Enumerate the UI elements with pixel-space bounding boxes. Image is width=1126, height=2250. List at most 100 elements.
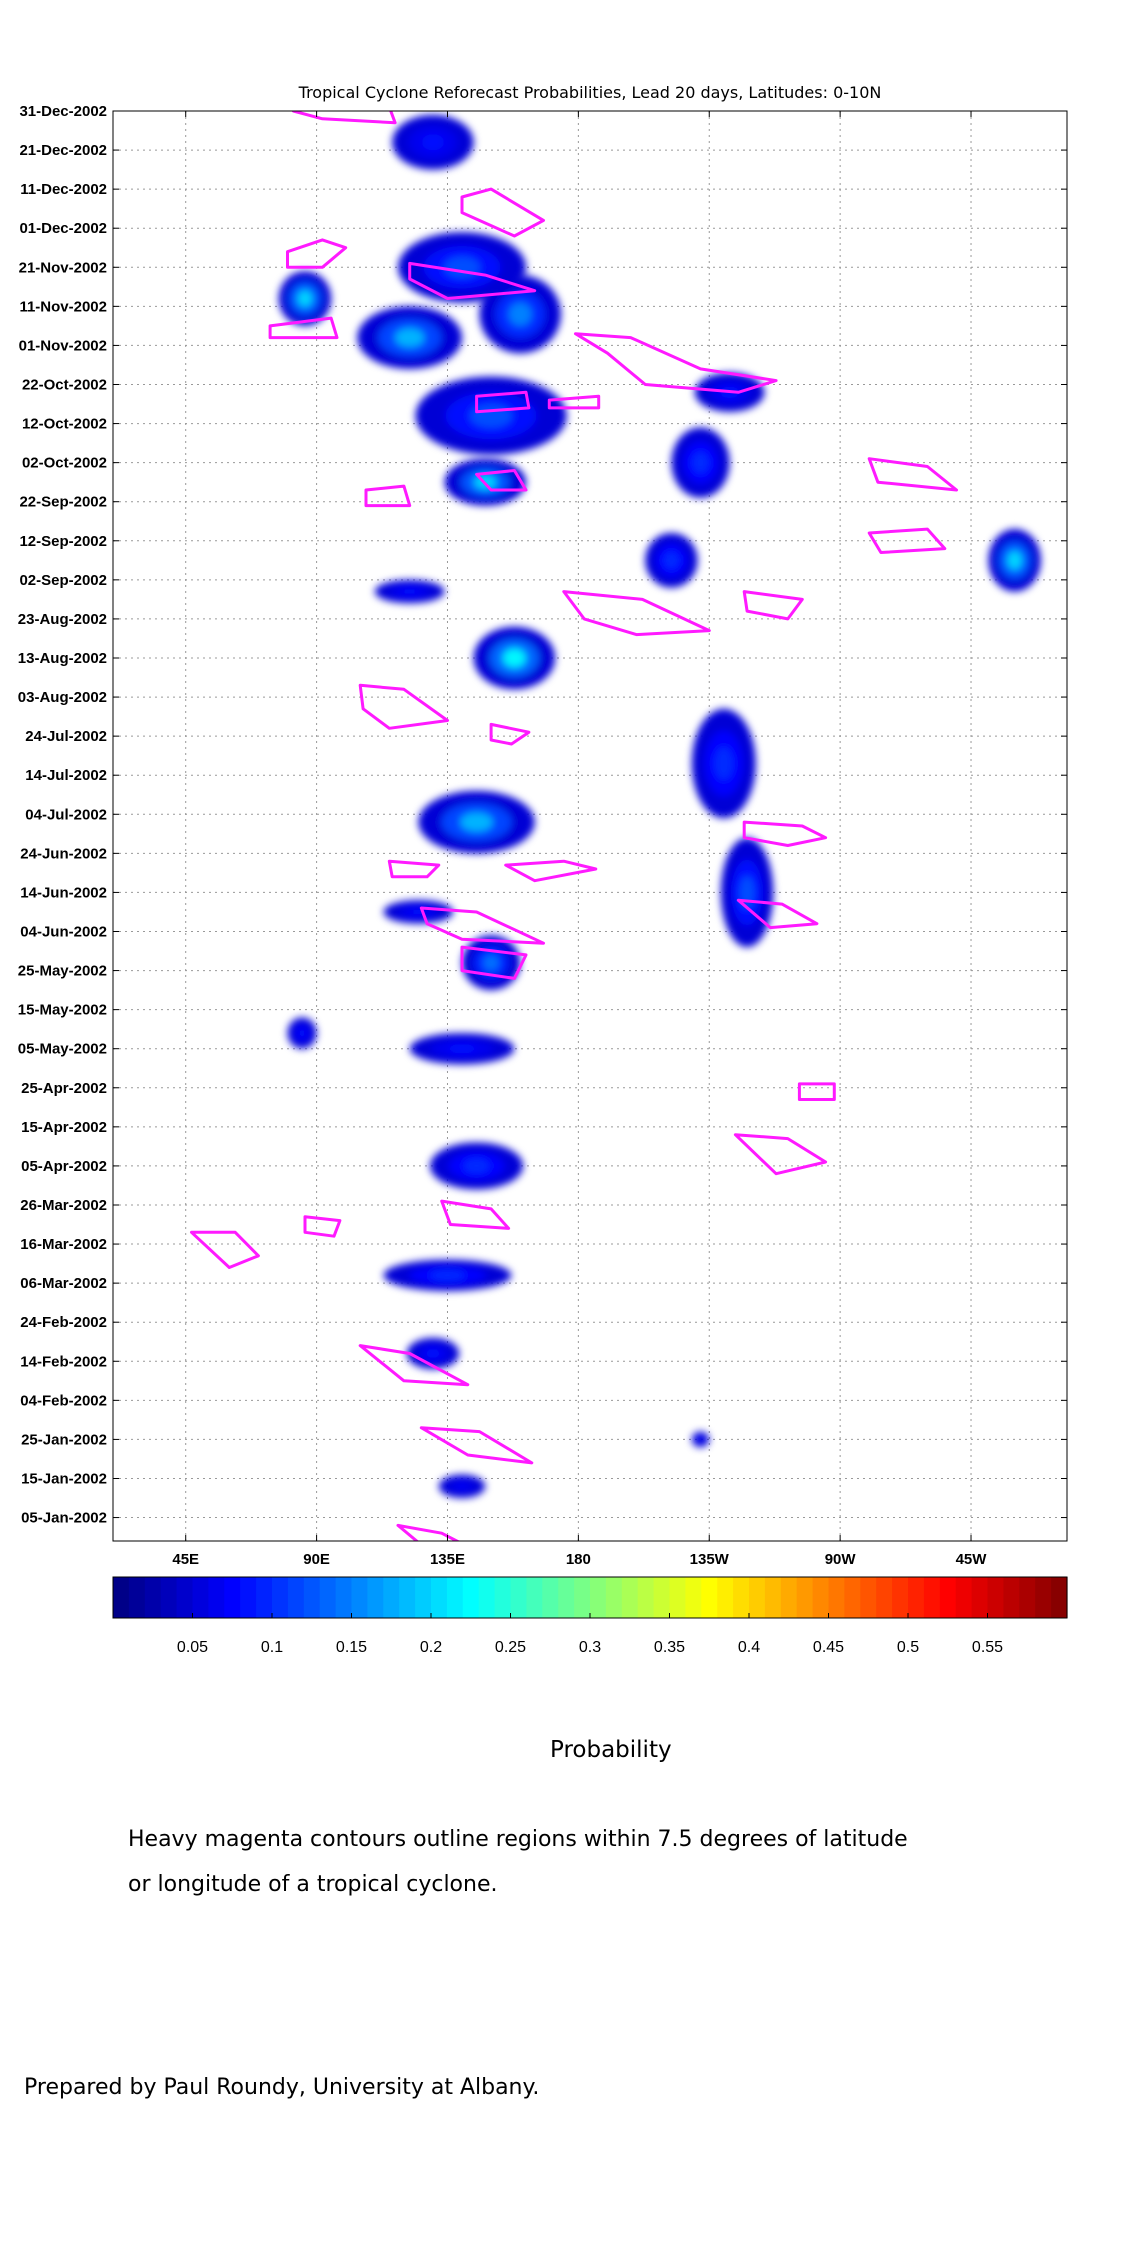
- colorbar-swatch: [494, 1577, 512, 1618]
- colorbar-swatch: [828, 1577, 845, 1618]
- cyclone-contour: [867, 527, 947, 554]
- cyclone-contour: [460, 945, 528, 980]
- x-tick-label: 135E: [430, 1551, 465, 1568]
- colorbar-title: Probability: [550, 1737, 672, 1763]
- colorbar-swatch: [462, 1577, 480, 1618]
- colorbar-swatch: [701, 1577, 718, 1618]
- colorbar-swatch: [399, 1577, 416, 1618]
- colorbar-swatch: [144, 1577, 162, 1618]
- cyclone-contour: [562, 590, 711, 637]
- probability-region: [374, 579, 445, 604]
- x-tick-label: 45W: [956, 1551, 988, 1568]
- y-axis: 31-Dec-2002 21-Dec-2002 11-Dec-2002 01-Dec-…: [18, 103, 1067, 1527]
- colorbar-swatch: [780, 1577, 798, 1618]
- y-tick-label: 14-Jun-2002: [20, 884, 107, 901]
- cyclone-contour: [364, 484, 412, 508]
- colorbar-swatch: [876, 1577, 893, 1618]
- y-tick-label: 04-Feb-2002: [20, 1392, 107, 1409]
- probability-region: [988, 529, 1041, 592]
- cyclone-contour: [504, 859, 598, 883]
- y-tick-label: 01-Dec-2002: [19, 220, 107, 237]
- colorbar-tick-label: 0.15: [336, 1639, 367, 1656]
- cyclone-contour: [736, 898, 819, 930]
- colorbar-swatch: [574, 1577, 591, 1618]
- cyclone-contour: [303, 1215, 342, 1238]
- y-tick-label: 24-Feb-2002: [20, 1314, 107, 1331]
- colorbar-swatch: [796, 1577, 814, 1618]
- cyclone-contour: [358, 1344, 470, 1387]
- colorbar-swatch: [860, 1577, 877, 1618]
- colorbar-tick-label: 0.05: [177, 1639, 208, 1656]
- probability-region: [392, 114, 474, 170]
- plot-area: 31-Dec-2002 21-Dec-2002 11-Dec-2002 01-Dec-…: [18, 103, 1068, 1568]
- x-tick-label: 90E: [303, 1551, 330, 1568]
- cyclone-contour: [440, 1199, 511, 1230]
- y-tick-label: 22-Oct-2002: [22, 376, 107, 393]
- colorbar-swatch: [510, 1577, 527, 1618]
- y-tick-label: 12-Oct-2002: [22, 416, 107, 433]
- colorbar-swatch: [526, 1577, 543, 1618]
- probability-region: [691, 708, 756, 819]
- cyclone-contour: [286, 238, 348, 269]
- cyclone-contour: [268, 316, 339, 340]
- colorbar-swatch: [446, 1577, 464, 1618]
- probability-region: [645, 532, 698, 588]
- y-tick-label: 04-Jul-2002: [25, 806, 107, 823]
- cyclone-contour: [396, 1523, 461, 1541]
- colorbar-swatch: [669, 1577, 686, 1618]
- cyclone-contour: [489, 722, 531, 746]
- probability-region: [438, 1474, 486, 1499]
- colorbar-swatch: [685, 1577, 702, 1618]
- cyclone-contour: [190, 1230, 260, 1269]
- colorbar: 0.05 0.1 0.15 0.2 0.25 0.3 0.35 0.4 0.45 0.5 0.55: [112, 1576, 1068, 1656]
- y-tick-label: 25-Apr-2002: [21, 1080, 107, 1097]
- y-tick-label: 11-Dec-2002: [20, 181, 107, 198]
- colorbar-swatch: [733, 1577, 750, 1618]
- probability-region: [278, 271, 332, 326]
- colorbar-swatch: [812, 1577, 830, 1618]
- colorbar-swatch: [621, 1577, 639, 1618]
- colorbar-tick-label: 0.5: [897, 1639, 919, 1656]
- colorbar-swatch: [1035, 1577, 1052, 1618]
- cyclone-contours: [190, 111, 958, 1541]
- colorbar-swatch: [287, 1577, 305, 1618]
- y-tick-label: 11-Nov-2002: [19, 298, 107, 315]
- colorbar-swatch: [923, 1577, 941, 1618]
- cyclone-contour: [867, 457, 958, 492]
- probability-region: [406, 1337, 460, 1370]
- probability-region: [383, 1259, 512, 1291]
- probability-region: [357, 306, 463, 369]
- probability-region: [671, 427, 730, 498]
- colorbar-swatch: [892, 1577, 909, 1618]
- y-tick-label: 01-Nov-2002: [19, 337, 107, 354]
- colorbar-swatch: [415, 1577, 432, 1618]
- colorbar-tick-label: 0.2: [420, 1639, 442, 1656]
- colorbar-swatch: [176, 1577, 194, 1618]
- y-tick-label: 24-Jul-2002: [25, 728, 107, 745]
- cyclone-contour: [387, 859, 441, 879]
- colorbar-swatch: [590, 1577, 607, 1618]
- probability-region: [430, 1142, 524, 1190]
- y-tick-label: 25-May-2002: [18, 963, 107, 980]
- colorbar-tick-label: 0.55: [972, 1639, 1003, 1656]
- colorbar-tick-label: 0.4: [738, 1639, 760, 1656]
- colorbar-swatch: [224, 1577, 241, 1618]
- cyclone-contour: [419, 1426, 534, 1465]
- y-tick-label: 16-Mar-2002: [20, 1236, 107, 1253]
- probability-region: [694, 372, 765, 412]
- colorbar-swatch: [128, 1577, 146, 1618]
- probability-region: [383, 900, 454, 924]
- colorbar-swatch: [542, 1577, 559, 1618]
- y-tick-label: 26-Mar-2002: [20, 1197, 107, 1214]
- colorbar-swatch: [1051, 1577, 1068, 1618]
- colorbar-swatch: [558, 1577, 575, 1618]
- probability-layer: [278, 114, 1041, 1499]
- cyclone-contour: [291, 111, 397, 125]
- note-line-2: or longitude of a tropical cyclone.: [128, 1872, 498, 1897]
- probability-region: [287, 1017, 317, 1049]
- colorbar-swatch: [319, 1577, 337, 1618]
- colorbar-swatch: [1003, 1577, 1020, 1618]
- colorbar-swatch: [335, 1577, 353, 1618]
- y-tick-label: 21-Dec-2002: [19, 142, 107, 159]
- y-tick-label: 25-Jan-2002: [21, 1431, 107, 1448]
